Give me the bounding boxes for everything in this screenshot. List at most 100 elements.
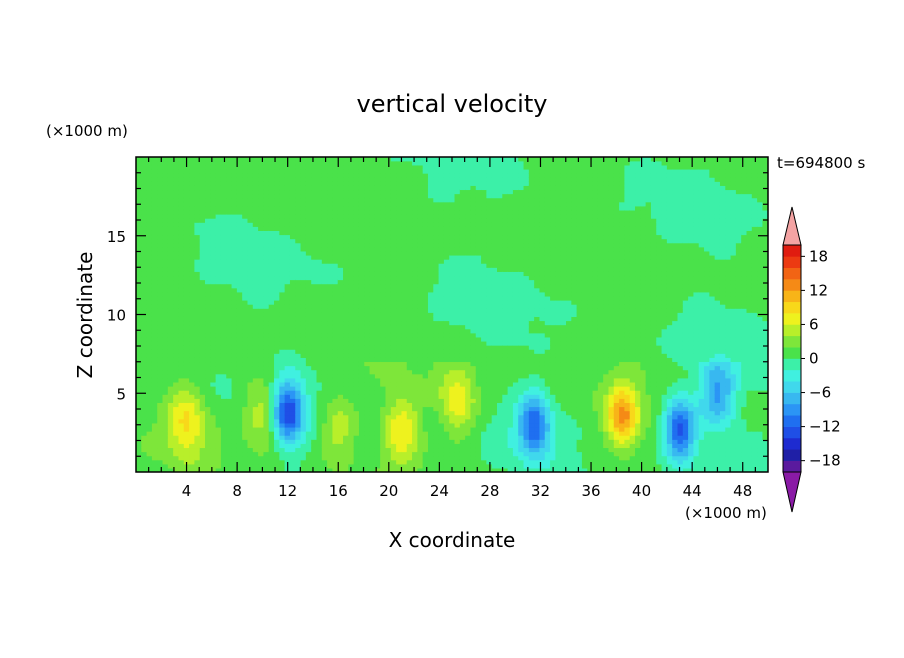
contour-cell bbox=[167, 160, 174, 166]
contour-cell bbox=[205, 418, 211, 424]
contour-cell bbox=[274, 275, 280, 281]
contour-cell bbox=[162, 230, 169, 236]
contour-cell bbox=[295, 422, 302, 428]
contour-cell bbox=[401, 451, 408, 457]
contour-cell bbox=[279, 271, 286, 277]
contour-cell bbox=[210, 316, 217, 322]
contour-cell bbox=[369, 316, 376, 322]
contour-cell bbox=[321, 320, 328, 326]
contour-cell bbox=[475, 439, 482, 444]
contour-cell bbox=[454, 431, 461, 436]
contour-cell bbox=[183, 394, 190, 399]
contour-cell bbox=[136, 336, 142, 342]
contour-cell bbox=[412, 361, 418, 367]
contour-cell bbox=[343, 283, 349, 289]
contour-cell bbox=[353, 349, 360, 354]
contour-cell bbox=[465, 275, 472, 281]
contour-cell bbox=[178, 209, 185, 215]
contour-cell bbox=[263, 242, 270, 248]
contour-cell bbox=[289, 218, 296, 223]
contour-cell bbox=[412, 426, 418, 432]
contour-cell bbox=[396, 230, 403, 236]
contour-cell bbox=[422, 435, 429, 440]
contour-cell bbox=[289, 439, 296, 444]
contour-cell bbox=[427, 386, 434, 391]
contour-cell bbox=[178, 426, 185, 432]
contour-cell bbox=[274, 271, 280, 277]
contour-cell bbox=[438, 324, 445, 330]
contour-cell bbox=[417, 246, 424, 252]
contour-cell bbox=[454, 291, 461, 297]
contour-cell bbox=[353, 275, 360, 281]
contour-cell bbox=[364, 410, 371, 416]
contour-cell bbox=[321, 349, 328, 354]
contour-cell bbox=[199, 214, 206, 219]
contour-cell bbox=[412, 193, 418, 199]
contour-cell bbox=[210, 222, 217, 227]
contour-cell bbox=[136, 377, 142, 383]
contour-cell bbox=[327, 185, 334, 191]
contour-cell bbox=[422, 181, 429, 186]
contour-cell bbox=[305, 459, 312, 465]
contour-cell bbox=[173, 414, 180, 420]
contour-cell bbox=[412, 275, 418, 281]
contour-cell bbox=[443, 279, 450, 285]
contour-cell bbox=[258, 459, 265, 465]
contour-cell bbox=[274, 324, 280, 330]
contour-cell bbox=[141, 353, 148, 358]
contour-cell bbox=[337, 295, 344, 301]
contour-cell bbox=[443, 365, 450, 371]
contour-cell bbox=[396, 418, 403, 424]
contour-cell bbox=[231, 267, 238, 272]
contour-cell bbox=[427, 328, 434, 334]
contour-cell bbox=[358, 267, 365, 272]
contour-cell bbox=[162, 377, 169, 383]
contour-cell bbox=[289, 414, 296, 420]
contour-cell bbox=[231, 226, 238, 231]
contour-cell bbox=[162, 300, 169, 305]
contour-cell bbox=[258, 406, 265, 412]
contour-cell bbox=[178, 267, 185, 272]
contour-cell bbox=[284, 259, 291, 264]
contour-cell bbox=[226, 205, 233, 211]
contour-cell bbox=[321, 234, 328, 240]
contour-cell bbox=[438, 304, 445, 309]
contour-cell bbox=[258, 463, 265, 469]
contour-cell bbox=[247, 439, 254, 444]
contour-cell bbox=[295, 336, 302, 342]
contour-cell bbox=[374, 234, 381, 240]
contour-cell bbox=[369, 455, 376, 461]
contour-cell bbox=[136, 164, 142, 170]
contour-cell bbox=[465, 365, 472, 371]
contour-cell bbox=[364, 304, 371, 309]
contour-cell bbox=[199, 300, 206, 305]
contour-cell bbox=[157, 242, 164, 248]
contour-cell bbox=[210, 193, 217, 199]
contour-cell bbox=[189, 414, 195, 420]
contour-cell bbox=[475, 443, 482, 449]
contour-cell bbox=[390, 443, 397, 449]
contour-cell bbox=[268, 443, 275, 449]
contour-cell bbox=[427, 242, 434, 248]
contour-cell bbox=[173, 386, 180, 391]
contour-cell bbox=[263, 357, 270, 363]
contour-cell bbox=[141, 246, 148, 252]
contour-cell bbox=[406, 447, 413, 453]
contour-cell bbox=[374, 283, 381, 289]
contour-cell bbox=[263, 410, 270, 416]
contour-cell bbox=[151, 300, 158, 305]
contour-cell bbox=[385, 390, 392, 395]
contour-cell bbox=[443, 197, 450, 203]
contour-cell bbox=[258, 398, 265, 403]
contour-cell bbox=[231, 328, 238, 334]
contour-cell bbox=[353, 467, 360, 472]
contour-cell bbox=[151, 398, 158, 403]
contour-cell bbox=[210, 168, 217, 174]
contour-cell bbox=[205, 168, 211, 174]
contour-cell bbox=[417, 283, 424, 289]
contour-cell bbox=[337, 279, 344, 285]
contour-cell bbox=[141, 394, 148, 399]
x-units-label: (×1000 m) bbox=[685, 504, 767, 522]
contour-cell bbox=[396, 181, 403, 186]
contour-cell bbox=[321, 455, 328, 461]
